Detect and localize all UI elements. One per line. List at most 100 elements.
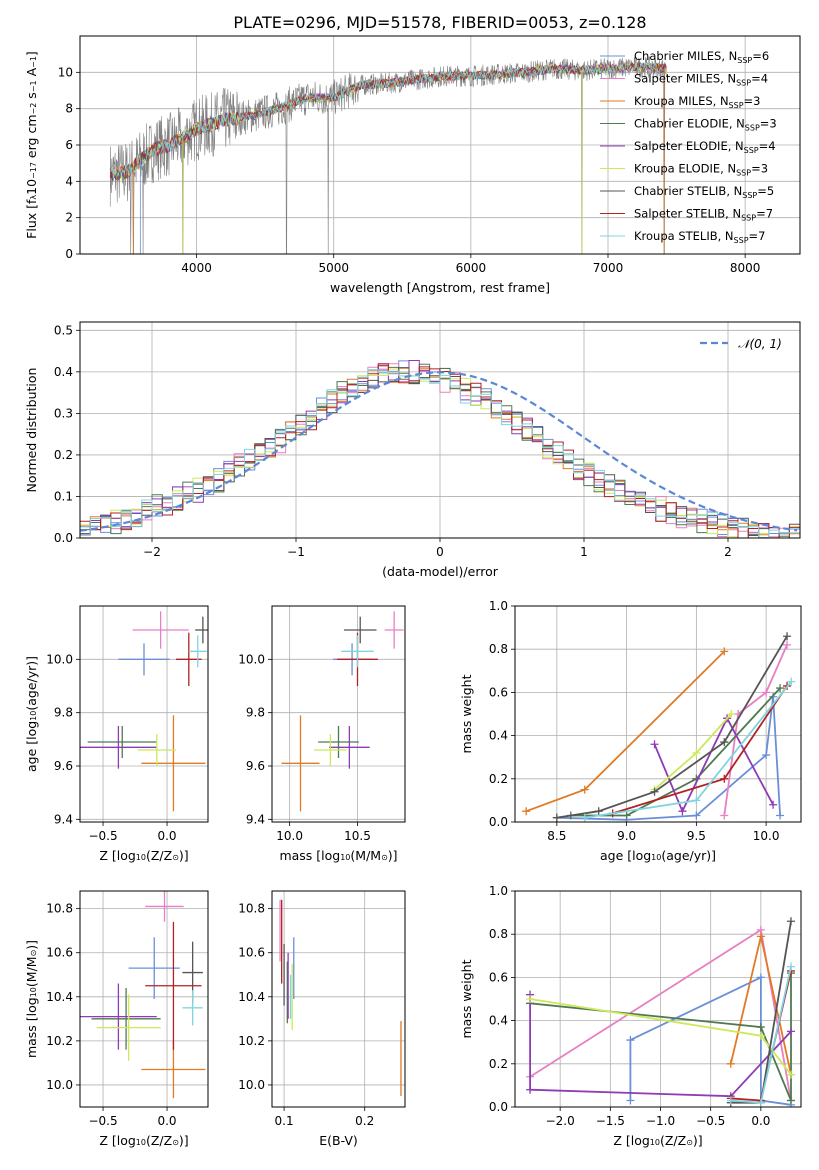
y-tick-label: 0.8 <box>489 927 508 941</box>
weight-marker <box>594 807 603 816</box>
label-part: 10 <box>651 853 661 862</box>
weight-marker <box>720 774 729 783</box>
label-part: ⊙ <box>29 950 38 957</box>
y-tick-label: 0.0 <box>54 531 73 545</box>
y-axis-label: mass weight <box>459 674 474 753</box>
legend-sub: SSP <box>741 214 756 223</box>
y-tick-label: 10.2 <box>238 1034 265 1048</box>
legend-text: Salpeter ELODIE, N <box>634 139 744 153</box>
label-part: ⊙ <box>686 1138 693 1147</box>
axes-frame <box>79 321 801 539</box>
weight-marker <box>726 1096 735 1105</box>
axes-frame <box>79 605 209 823</box>
x-tick-label: 10.0 <box>276 829 303 843</box>
z-mass-plot <box>80 891 206 1099</box>
weight-marker <box>786 917 795 926</box>
label-part: ⊙ <box>381 853 388 862</box>
axes-frame <box>79 35 801 255</box>
legend-n: =5 <box>757 184 774 198</box>
y-axis-label: mass weight <box>459 959 474 1038</box>
weight-marker <box>787 677 796 686</box>
legend-label: 𝒩(0, 1) <box>738 337 782 351</box>
y-tick-label: 10.4 <box>238 990 265 1004</box>
x-axis-label: mass [log10(M/M⊙)] <box>279 848 397 863</box>
weight-marker <box>726 1059 735 1068</box>
label-part: 10 <box>650 1138 660 1147</box>
y-tick-label: 8 <box>65 102 73 116</box>
ebv-mass-plot <box>279 899 402 1096</box>
legend-n: =4 <box>751 72 768 86</box>
weight-marker <box>526 995 535 1003</box>
y-tick-label: 0.2 <box>489 1057 508 1071</box>
weight-marker <box>776 684 785 693</box>
label-part: )] <box>693 1133 703 1148</box>
legend-sub: SSP <box>744 146 759 155</box>
axes-frame <box>79 890 209 1108</box>
y-tick-label: 10.0 <box>46 1078 73 1092</box>
y-tick-label: 9.6 <box>54 759 73 773</box>
x-tick-label: 0.0 <box>157 829 176 843</box>
label-part: (age/yr)] <box>24 656 39 711</box>
y-axis-label: age [log10(age/yr)] <box>24 656 39 772</box>
x-tick-label: 10.0 <box>753 829 780 843</box>
label-part: (M/M <box>24 956 39 987</box>
weight-marker <box>762 688 771 697</box>
legend-sub: SSP <box>745 124 760 133</box>
weight-marker <box>692 748 701 757</box>
x-tick-label: 0.0 <box>157 1114 176 1128</box>
legend-label: Salpeter ELODIE, NSSP=4 <box>634 139 776 155</box>
y-tick-label: 0.0 <box>489 815 508 829</box>
label-part: −17 <box>29 162 38 179</box>
label-part: λ <box>29 195 38 200</box>
weight-marker <box>783 640 792 649</box>
legend-text: Salpeter MILES, N <box>634 72 736 86</box>
label-part: −1 <box>29 56 38 68</box>
legend-label: Salpeter MILES, NSSP=4 <box>634 72 768 88</box>
weight-line <box>584 681 792 819</box>
legend-n: =3 <box>751 162 768 176</box>
y-axis-label: Flux [fλ10−17 erg cm−2 s−1 A−1] <box>24 51 39 239</box>
weight-line <box>530 973 792 1101</box>
spectrum-panel: 4000 5000 6000 7000 8000 0 2 4 6 8 10 wavelength [A… <box>24 35 801 295</box>
y-tick-label: 4 <box>65 174 73 188</box>
weight-marker <box>756 1031 765 1040</box>
y-tick-label: 10.0 <box>46 652 73 666</box>
legend-text: Chabrier STELIB, N <box>634 184 742 198</box>
y-tick-label: 9.4 <box>246 812 265 826</box>
weight-line <box>529 994 792 1098</box>
x-tick-label: 9.5 <box>687 829 706 843</box>
x-tick-label: 7000 <box>593 261 624 275</box>
weight-marker <box>626 1036 635 1045</box>
label-part: −1 <box>29 80 38 92</box>
x-tick-label: 8000 <box>730 261 761 275</box>
legend-text: Kroupa MILES, N <box>634 94 729 108</box>
weight-marker <box>580 785 589 794</box>
legend-label: Kroupa STELIB, NSSP=7 <box>634 229 765 245</box>
x-tick-label: 1 <box>580 545 588 559</box>
model-line-kroupa-stelib <box>109 62 667 180</box>
label-part: Z [log <box>613 1133 649 1148</box>
weight-marker <box>650 740 659 749</box>
gaussian-curve <box>80 371 798 532</box>
y-tick-label: 2 <box>65 211 73 225</box>
x-tick-label: 9.0 <box>617 829 636 843</box>
label-part: mass [log <box>24 997 39 1058</box>
x-axis-label: E(B-V) <box>319 1133 358 1148</box>
weight-marker <box>756 973 765 982</box>
y-tick-label: 0.2 <box>489 772 508 786</box>
label-part: 10 <box>340 853 350 862</box>
legend-label: Kroupa MILES, NSSP=3 <box>634 94 760 110</box>
x-tick-label: 10.5 <box>344 829 371 843</box>
weight-marker <box>720 811 729 820</box>
z-age-plot <box>80 611 208 812</box>
x-tick-label: 5000 <box>318 261 349 275</box>
label-part: ⊙ <box>172 853 179 862</box>
label-part: 10 <box>29 711 38 721</box>
legend-n: =3 <box>760 117 777 131</box>
label-part: −2 <box>29 103 38 115</box>
label-part: (Z/Z <box>660 1133 686 1148</box>
y-tick-label: 10.0 <box>238 652 265 666</box>
label-part: age [log <box>24 721 39 772</box>
weight-marker <box>692 796 701 805</box>
